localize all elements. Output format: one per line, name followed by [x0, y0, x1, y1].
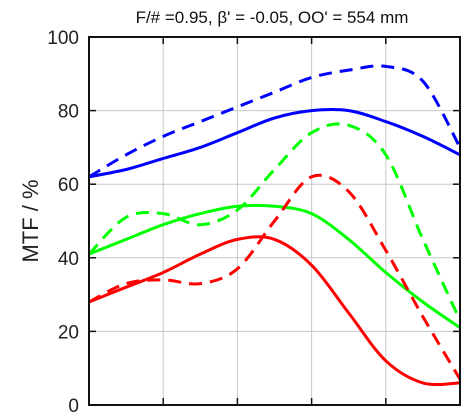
series-line-red-dashed [88, 173, 462, 380]
chart-title: F/# =0.95, β' = -0.05, OO' = 554 mm [136, 8, 409, 27]
y-tick-label: 40 [58, 249, 79, 270]
series-lines [87, 64, 462, 387]
series-line-red-solid [88, 235, 461, 387]
plot-frame [88, 36, 461, 406]
y-tick-label: 0 [68, 396, 79, 412]
y-axis-ticks: 0 20 40 60 80 100 [47, 28, 460, 412]
grid-lines [89, 37, 460, 405]
series-line-blue-solid [88, 107, 461, 179]
y-tick-label: 60 [58, 175, 79, 196]
y-tick-label: 100 [47, 28, 79, 49]
series-line-green-solid [88, 203, 461, 329]
y-tick-label: 80 [58, 102, 79, 123]
series-line-green-dashed [87, 122, 462, 322]
y-axis-label: MTF / % [18, 179, 43, 262]
series-line-blue-dashed [88, 64, 462, 179]
y-tick-label: 20 [58, 322, 79, 343]
